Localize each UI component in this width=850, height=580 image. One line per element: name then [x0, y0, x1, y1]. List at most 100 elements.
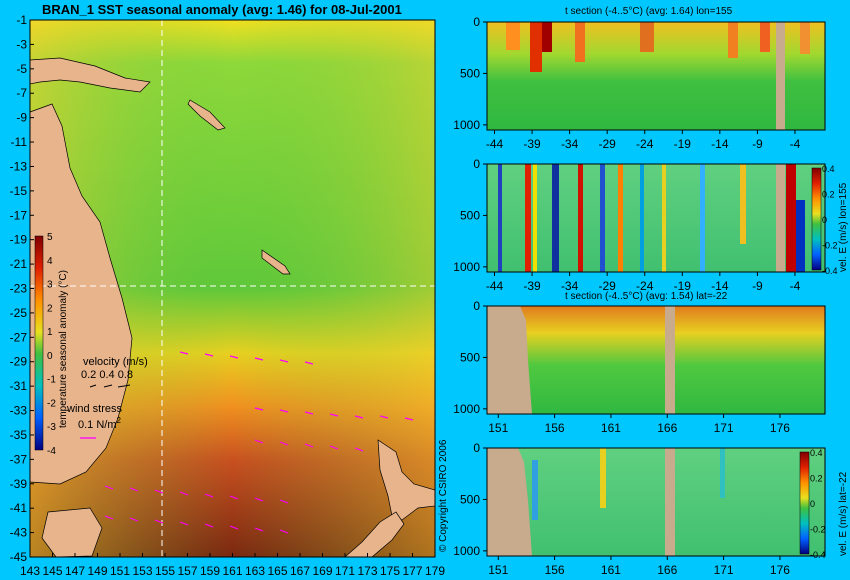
p3-xtick-label: 171 [714, 421, 734, 435]
panel1-yticks: 0 500 1000 [453, 15, 487, 132]
p2-cb-tick-label: 0 [822, 215, 827, 225]
colorbar-tick-label: 2 [47, 303, 53, 314]
panel2-frame [486, 163, 826, 273]
p2-xtick-label: -39 [523, 279, 541, 293]
panel4-colorbar [799, 451, 810, 555]
lat-tick-label: -27 [10, 330, 28, 344]
wind-legend-scale: 0.1 N/m2 [78, 416, 122, 431]
panel4-colorbar-ticks: 0.4 0.2 0 -0.2 -0.4 [810, 448, 826, 560]
panel2-colorbar [811, 167, 822, 271]
lat-tick-label: -9 [16, 111, 27, 125]
p3-ytick-label: 1000 [453, 402, 480, 416]
p4-cb-tick-label: -0.2 [810, 525, 826, 535]
p1-xtick-label: -19 [674, 137, 692, 151]
p2-ytick-label: 500 [460, 208, 480, 222]
panel1-frame [486, 21, 826, 131]
panel2-colorbar-ticks: 0.4 0.2 0 -0.2 -0.4 [822, 164, 838, 276]
colorbar-tick-label: 5 [47, 232, 53, 243]
p1-ytick-label: 0 [473, 15, 480, 29]
p4-xtick-label: 156 [545, 563, 565, 577]
panel2-colorbar-label: vel. E (m/s) lon=155 [838, 182, 849, 272]
panel2-field [487, 164, 825, 272]
lon-tick-label: 155 [155, 564, 175, 578]
p3-xtick-label: 151 [488, 421, 508, 435]
lat-tick-label: -41 [10, 501, 28, 515]
lat-tick-label: -7 [16, 86, 27, 100]
panel4-yticks: 0 500 1000 [453, 441, 487, 558]
velocity-legend-label: velocity (m/s) [83, 356, 148, 368]
lat-tick-label: -13 [10, 159, 28, 173]
colorbar-tick-label: -4 [47, 446, 56, 457]
lon-tick-label: 165 [267, 564, 287, 578]
lon-tick-label: 149 [87, 564, 107, 578]
map-colorbar-label: temperature seasonal anomaly (°C) [58, 270, 69, 428]
lon-tick-label: 167 [290, 564, 310, 578]
wind-legend-label: wind stress [66, 403, 123, 415]
p1-xtick-label: -4 [790, 137, 801, 151]
panel1-title: t section (-4..5°C) (avg: 1.64) lon=155 [565, 6, 733, 17]
p4-ytick-label: 1000 [453, 544, 480, 558]
p2-cb-tick-label: -0.4 [822, 266, 838, 276]
lat-tick-label: -1 [16, 13, 27, 27]
panel3-plot [486, 305, 826, 415]
lon-tick-label: 175 [380, 564, 400, 578]
lon-tick-label: 169 [312, 564, 332, 578]
lat-tick-label: -5 [16, 62, 27, 76]
p3-xtick-label: 161 [601, 421, 621, 435]
p3-ytick-label: 0 [473, 299, 480, 313]
p1-xtick-label: -44 [486, 137, 504, 151]
png-landmass [29, 57, 151, 93]
p4-cb-tick-label: 0.2 [810, 474, 823, 484]
lon-tick-label: 171 [335, 564, 355, 578]
p2-xtick-label: -19 [674, 279, 692, 293]
lon-tick-label: 153 [132, 564, 152, 578]
p1-xtick-label: -34 [561, 137, 579, 151]
p4-cb-tick-label: -0.4 [810, 550, 826, 560]
panel4-features [487, 448, 725, 556]
panel1-features [506, 22, 810, 130]
lon-tick-label: 163 [245, 564, 265, 578]
p1-xtick-label: -14 [711, 137, 729, 151]
lon-tick-label: 151 [110, 564, 130, 578]
panel4-frame [486, 447, 826, 557]
map-colorbar [34, 235, 44, 451]
panel4-xticks: 151 156 161 166 171 176 [488, 556, 790, 577]
p1-ytick-label: 1000 [453, 118, 480, 132]
tasmania [41, 507, 103, 558]
solomon-islands [187, 99, 226, 131]
p2-xtick-label: -14 [711, 279, 729, 293]
lat-tick-label: -21 [10, 257, 28, 271]
p3-xtick-label: 156 [545, 421, 565, 435]
lat-tick-label: -11 [11, 135, 28, 149]
p1-xtick-label: -39 [523, 137, 541, 151]
p2-xtick-label: -24 [636, 279, 654, 293]
panel2-features [498, 164, 805, 272]
p4-xtick-label: 151 [488, 563, 508, 577]
p3-xtick-label: 176 [770, 421, 790, 435]
p1-xtick-label: -9 [752, 137, 763, 151]
colorbar-tick-label: 0 [47, 351, 53, 362]
colorbar-tick-label: -2 [47, 398, 56, 409]
lat-tick-label: -19 [10, 233, 28, 247]
panel1-xticks: -44 -39 -34 -29 -24 -19 -14 -9 -4 [486, 130, 801, 151]
p4-xtick-label: 171 [714, 563, 734, 577]
colorbar-tick-label: 3 [47, 280, 53, 291]
panel4-colorbar-label: vel. E (m/s) lat=-22 [838, 471, 849, 556]
p2-xtick-label: -9 [752, 279, 763, 293]
colorbar-tick-label: 4 [47, 256, 53, 267]
copyright: © Copyright CSIRO 2006 [438, 439, 449, 552]
lat-tick-label: -45 [10, 550, 28, 564]
p1-ytick-label: 500 [460, 66, 480, 80]
p2-cb-tick-label: -0.2 [822, 241, 838, 251]
lon-tick-label: 159 [200, 564, 220, 578]
p2-cb-tick-label: 0.2 [822, 190, 835, 200]
lat-tick-label: -17 [10, 208, 28, 222]
colorbar-tick-label: -3 [47, 422, 56, 433]
lat-tick-label: -39 [10, 477, 28, 491]
p3-xtick-label: 166 [657, 421, 677, 435]
panel3-frame [486, 305, 826, 415]
panel2-yticks: 0 500 1000 [453, 157, 487, 274]
nz-south-island [344, 511, 405, 558]
map-title: BRAN_1 SST seasonal anomaly (avg: 1.46) … [42, 2, 402, 17]
